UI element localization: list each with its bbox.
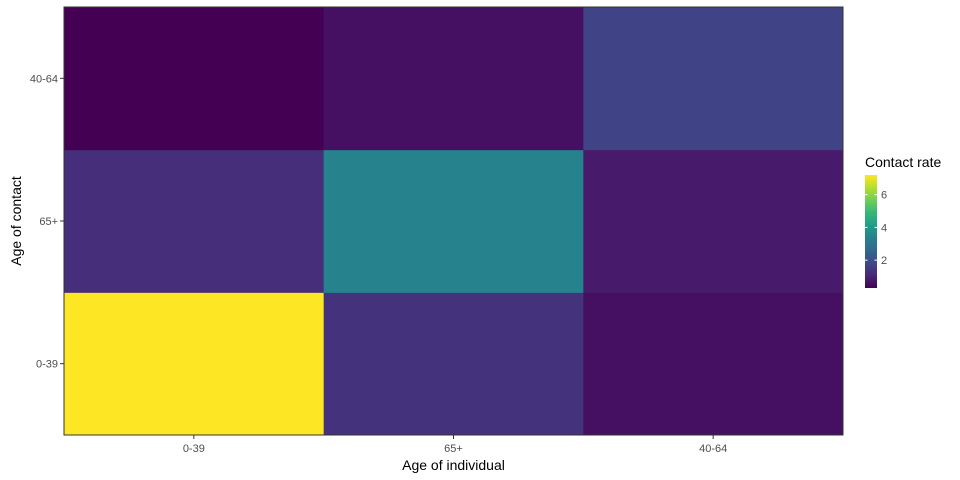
x-tick-label: 40-64 xyxy=(699,443,727,455)
legend-colorbar xyxy=(865,175,877,288)
heatmap-cell-0-39-65+ xyxy=(64,149,325,293)
legend-tick-label: 4 xyxy=(881,222,887,234)
heatmap-cell-40-64-40-64 xyxy=(583,7,844,151)
heatmap-cell-65+-65+ xyxy=(323,149,584,293)
x-tick-label: 65+ xyxy=(444,443,463,455)
y-tick-label: 65+ xyxy=(39,216,58,228)
heatmap-cell-40-64-0-39 xyxy=(583,292,844,436)
heatmap-cell-0-39-0-39 xyxy=(64,292,325,436)
heatmap-cell-40-64-65+ xyxy=(583,149,844,293)
color-legend: Contact rate 2 4 6 xyxy=(865,154,941,288)
x-tick-label: 0-39 xyxy=(183,443,205,455)
legend-ticks: 2 4 6 xyxy=(865,190,887,267)
heatmap-cell-0-39-40-64 xyxy=(64,7,325,151)
y-tick-label: 40-64 xyxy=(30,73,58,85)
x-axis: 0-39 65+ 40-64 xyxy=(183,435,727,455)
heatmap-cell-65+-0-39 xyxy=(323,292,584,436)
legend-title: Contact rate xyxy=(865,154,941,170)
y-axis: 0-39 65+ 40-64 xyxy=(30,73,64,371)
y-tick-label: 0-39 xyxy=(36,359,58,371)
legend-tick-label: 2 xyxy=(881,255,887,267)
heatmap-cell-65+-40-64 xyxy=(323,7,584,151)
legend-tick-label: 6 xyxy=(881,190,887,202)
x-axis-title: Age of individual xyxy=(402,457,505,473)
heatmap-cells xyxy=(64,7,844,436)
y-axis-title: Age of contact xyxy=(8,176,24,266)
